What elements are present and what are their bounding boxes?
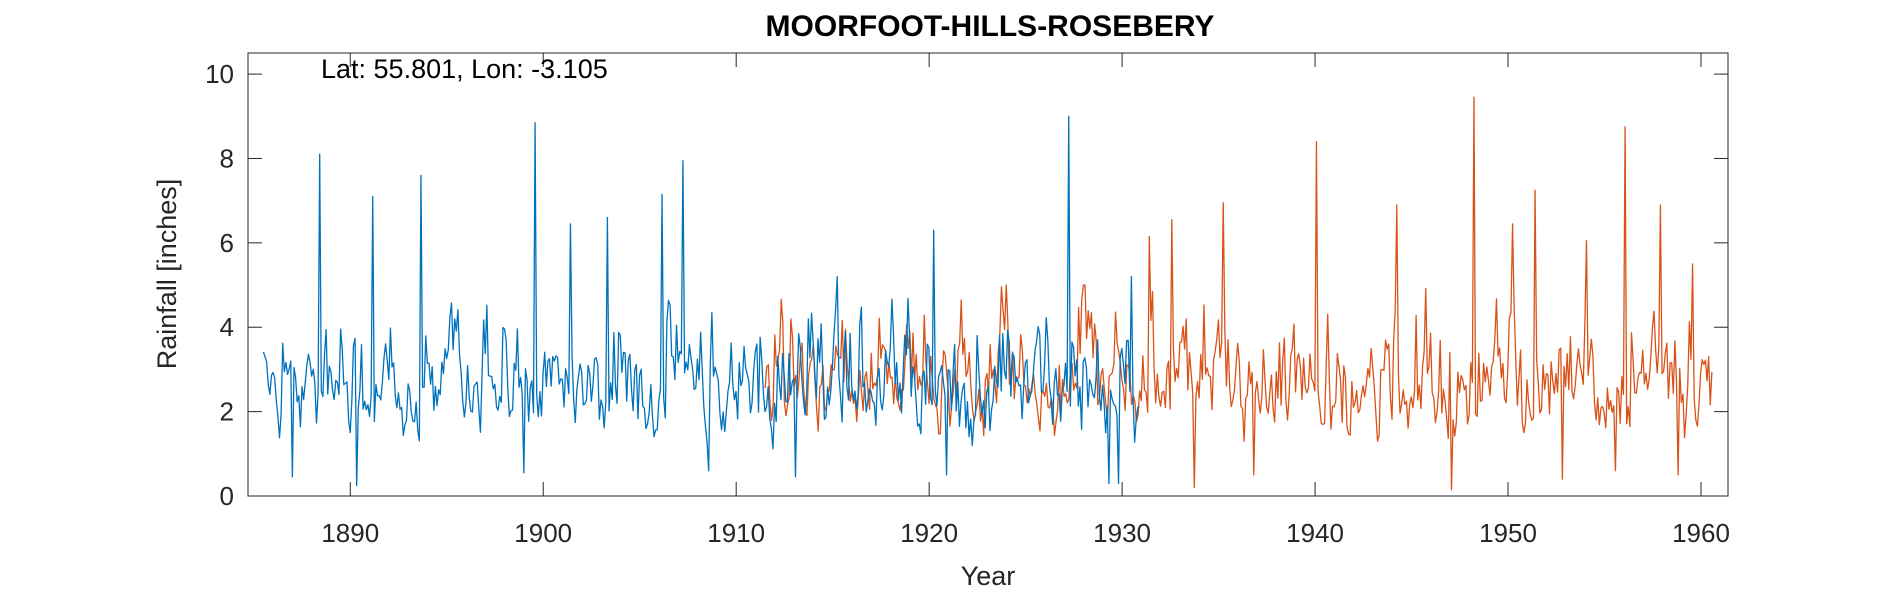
series-layer: [262, 96, 1713, 491]
x-tick-label: 1930: [1093, 518, 1151, 548]
x-tick-label: 1890: [321, 518, 379, 548]
series-line-late: [764, 96, 1713, 491]
y-tick-label: 0: [220, 481, 234, 511]
y-tick-label: 4: [220, 312, 234, 342]
x-tick-label: 1940: [1286, 518, 1344, 548]
y-tick-label: 6: [220, 228, 234, 258]
y-tick-label: 2: [220, 397, 234, 427]
chart-title: MOORFOOT-HILLS-ROSEBERY: [766, 10, 1215, 43]
x-axis: 1890 1900 1910 1920 1930 1940 1950 1960: [321, 53, 1730, 548]
x-tick-label: 1900: [514, 518, 572, 548]
x-tick-label: 1910: [707, 518, 765, 548]
x-tick-label: 1920: [900, 518, 958, 548]
location-annotation: Lat: 55.801, Lon: -3.105: [321, 54, 608, 84]
x-axis-label: Year: [961, 561, 1016, 591]
y-tick-label: 10: [205, 59, 234, 89]
y-tick-label: 8: [220, 143, 234, 173]
x-tick-label: 1950: [1479, 518, 1537, 548]
y-axis: 0 2 4 6 8 10: [205, 59, 1728, 511]
y-axis-label: Rainfall [inches]: [152, 179, 182, 370]
plot-area: 1890 1900 1910 1920 1930 1940 1950 1960 0 2 4 6 8 10: [205, 52, 1730, 548]
plot-frame: [247, 52, 1729, 497]
series-line-early: [262, 115, 1140, 487]
x-tick-label: 1960: [1672, 518, 1730, 548]
